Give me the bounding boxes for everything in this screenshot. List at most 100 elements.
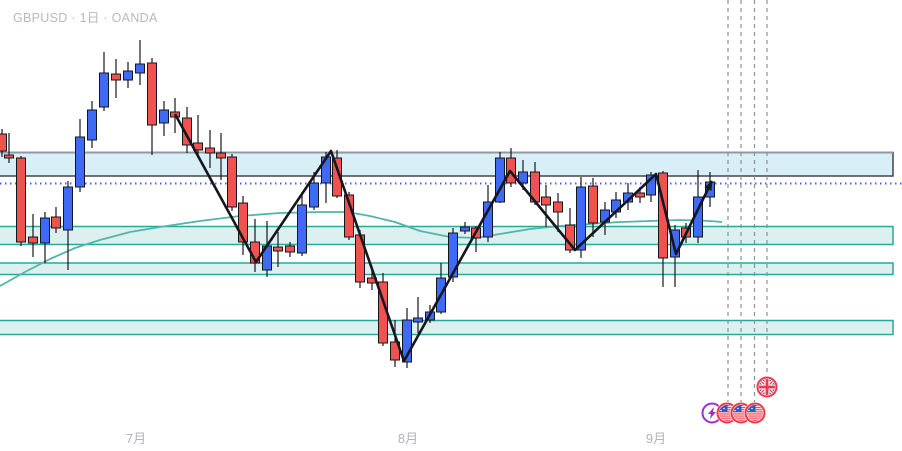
candle-body — [309, 182, 319, 208]
flag-stripe — [719, 415, 735, 417]
x-axis-month-label: 7月 — [126, 431, 146, 446]
candle-body — [227, 156, 237, 208]
flag-stripe — [733, 413, 749, 415]
candle-body — [135, 63, 145, 74]
x-axis-month-label: 8月 — [398, 431, 418, 446]
candle-body — [402, 319, 412, 363]
candle — [460, 222, 470, 234]
flag-star — [748, 409, 750, 412]
zigzag-drawing[interactable] — [173, 113, 714, 363]
candle-body — [0, 133, 7, 152]
candle-body — [51, 216, 61, 229]
candle-body — [75, 136, 85, 188]
candle — [588, 178, 598, 237]
candle — [16, 156, 26, 246]
candle — [413, 297, 423, 333]
candle — [273, 232, 283, 267]
candle — [111, 59, 121, 98]
candle-body — [4, 154, 14, 159]
candle — [205, 130, 215, 168]
candle-body — [182, 117, 192, 146]
icon-art — [759, 379, 775, 395]
candle — [135, 40, 145, 85]
economic-event-icon-us-flag[interactable] — [716, 402, 738, 424]
flag-stripe — [747, 415, 763, 417]
economic-event-icon-us-flag[interactable] — [744, 402, 766, 424]
candle — [4, 133, 14, 163]
flag-stripe — [747, 413, 763, 415]
candle-body — [16, 157, 26, 243]
candle-body — [205, 147, 215, 154]
economic-event-icon-uk-flag[interactable] — [756, 376, 778, 398]
candle — [227, 154, 237, 211]
flag-stripe — [747, 417, 763, 419]
flag-star — [723, 407, 725, 410]
candle-body — [40, 217, 50, 244]
candle-body — [87, 109, 97, 141]
candle-body — [273, 246, 283, 252]
candle-body — [413, 317, 423, 323]
candle — [123, 62, 133, 88]
candle-body — [670, 229, 680, 258]
x-axis-month-label: 9月 — [646, 431, 666, 446]
flag-stripe — [733, 415, 749, 417]
candle — [63, 181, 73, 270]
icon-art — [719, 405, 735, 421]
flag-star — [734, 409, 736, 412]
zone-fill — [0, 151, 894, 177]
candle — [0, 129, 7, 157]
candle-body — [588, 185, 598, 224]
candle — [28, 214, 38, 257]
candle-body — [99, 72, 109, 108]
candle — [40, 212, 50, 263]
candle — [182, 107, 192, 153]
flag-stripe — [719, 413, 735, 415]
candle — [332, 150, 342, 198]
zone-fill — [0, 262, 894, 276]
candle-body — [285, 245, 295, 253]
candle-body — [332, 157, 342, 197]
candle — [159, 101, 169, 136]
icon-art — [747, 405, 763, 421]
teal-zone-2[interactable] — [0, 262, 894, 276]
zigzag-arrowhead — [704, 181, 712, 191]
candle-body — [238, 202, 248, 243]
candle-body — [518, 171, 528, 184]
candle — [75, 119, 85, 192]
teal-zone-3[interactable] — [0, 319, 894, 336]
symbol-title: GBPUSD · 1日 · OANDA — [13, 11, 158, 25]
candle-body — [541, 196, 551, 206]
candle-body — [646, 174, 656, 196]
candle-body — [28, 236, 38, 244]
candle — [297, 192, 307, 256]
upper-gray-zone[interactable] — [0, 151, 894, 177]
flag-star — [737, 407, 739, 410]
candle — [238, 196, 248, 255]
candle — [553, 193, 563, 232]
candle — [87, 101, 97, 148]
flag-stripe — [733, 417, 749, 419]
candle-body — [448, 232, 458, 278]
moving-average-line — [0, 211, 723, 287]
candle-body — [147, 62, 157, 126]
candle-body — [216, 152, 226, 159]
zone-fill — [0, 319, 894, 336]
candle-body — [460, 226, 470, 232]
lightning-glyph — [708, 407, 716, 419]
candle-body — [111, 73, 121, 81]
flag-stripe — [747, 419, 763, 421]
candle-body — [63, 186, 73, 231]
candle — [355, 230, 365, 288]
icon-art — [708, 407, 716, 419]
candle — [51, 207, 61, 233]
candle — [99, 52, 109, 111]
candle — [147, 58, 157, 155]
candle — [541, 185, 551, 227]
candle-body — [553, 201, 563, 213]
candle-body — [123, 70, 133, 81]
candles — [0, 40, 715, 368]
flag-stripe — [733, 419, 749, 421]
candle — [285, 242, 295, 257]
